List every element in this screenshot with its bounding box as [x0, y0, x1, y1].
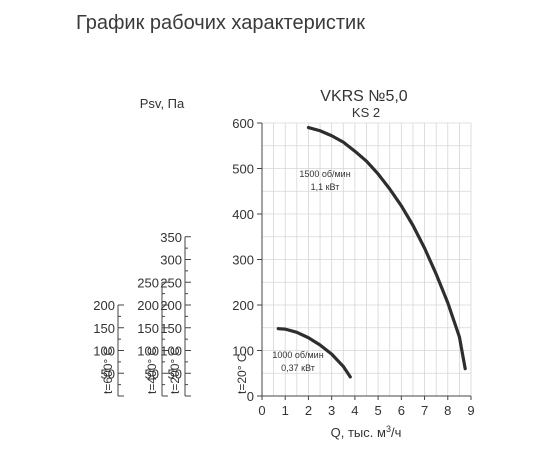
x-tick-label: 0 — [258, 403, 265, 418]
temperature-scale-label: 350 — [160, 230, 182, 245]
temperature-scale-label: 200 — [93, 298, 115, 313]
temperature-scale-label: 200 — [137, 298, 159, 313]
temperature-scale-label: 250 — [160, 275, 182, 290]
chart-subtitle: KS 2 — [352, 105, 380, 120]
temperature-scale-label: 150 — [137, 321, 159, 336]
x-tick-label: 7 — [421, 403, 428, 418]
y-tick-label: 400 — [232, 207, 254, 222]
y-tick-label: 100 — [232, 344, 254, 359]
x-tick-label: 1 — [282, 403, 289, 418]
x-tick-label: 2 — [305, 403, 312, 418]
chart-title: VKRS №5,0 — [320, 88, 408, 105]
temperature-scale-label: 50 — [101, 366, 115, 381]
temperature-scale-label: 100 — [137, 344, 159, 359]
y-tick-label: 200 — [232, 298, 254, 313]
temperature-scale-label: 150 — [93, 321, 115, 336]
x-axis-label: Q, тыс. м3/ч — [331, 424, 402, 440]
page-title: График рабочих характеристик — [76, 12, 365, 34]
y-tick-label: 300 — [232, 253, 254, 268]
x-tick-label: 8 — [444, 403, 451, 418]
grid — [261, 122, 472, 397]
temperature-scale-label: 150 — [160, 321, 182, 336]
series-label: 1000 об/мин — [272, 350, 323, 360]
x-tick-label: 6 — [398, 403, 405, 418]
y-axis-label: Psv, Па — [140, 96, 185, 111]
series-label: 1500 об/мин — [299, 169, 350, 179]
series-line-2 — [276, 327, 352, 379]
temperature-label: t=200° C — [168, 347, 182, 394]
temperature-scale-label: 250 — [137, 275, 159, 290]
temperature-label: t=20° C — [235, 353, 249, 394]
temperature-scale-label: 50 — [145, 366, 159, 381]
y-tick-label: 0 — [247, 389, 254, 404]
temperature-scale-label: 100 — [160, 344, 182, 359]
temperature-label: t=600° C — [101, 347, 115, 394]
x-tick-label: 5 — [374, 403, 381, 418]
axes: 0 1 2 3 4 5 6 7 8 9 0 100 200 300 400 500 600 — [232, 116, 474, 418]
y-tick-label: 600 — [232, 116, 254, 131]
y-tick-label: 500 — [232, 162, 254, 177]
temperature-scale-label: 100 — [93, 344, 115, 359]
series-label: 0,37 кВт — [281, 363, 315, 373]
x-tick-label: 3 — [328, 403, 335, 418]
series-label: 1,1 кВт — [311, 182, 340, 192]
temperature-scale-label: 50 — [168, 366, 182, 381]
temperature-scale-label: 300 — [160, 253, 182, 268]
temperature-label: t=400° C — [145, 347, 159, 394]
temperature-scale-label: 200 — [160, 298, 182, 313]
x-tick-label: 4 — [351, 403, 358, 418]
x-tick-label: 9 — [467, 403, 474, 418]
series: 1500 об/мин 1,1 кВт 1000 об/мин 0,37 кВт — [272, 125, 467, 379]
